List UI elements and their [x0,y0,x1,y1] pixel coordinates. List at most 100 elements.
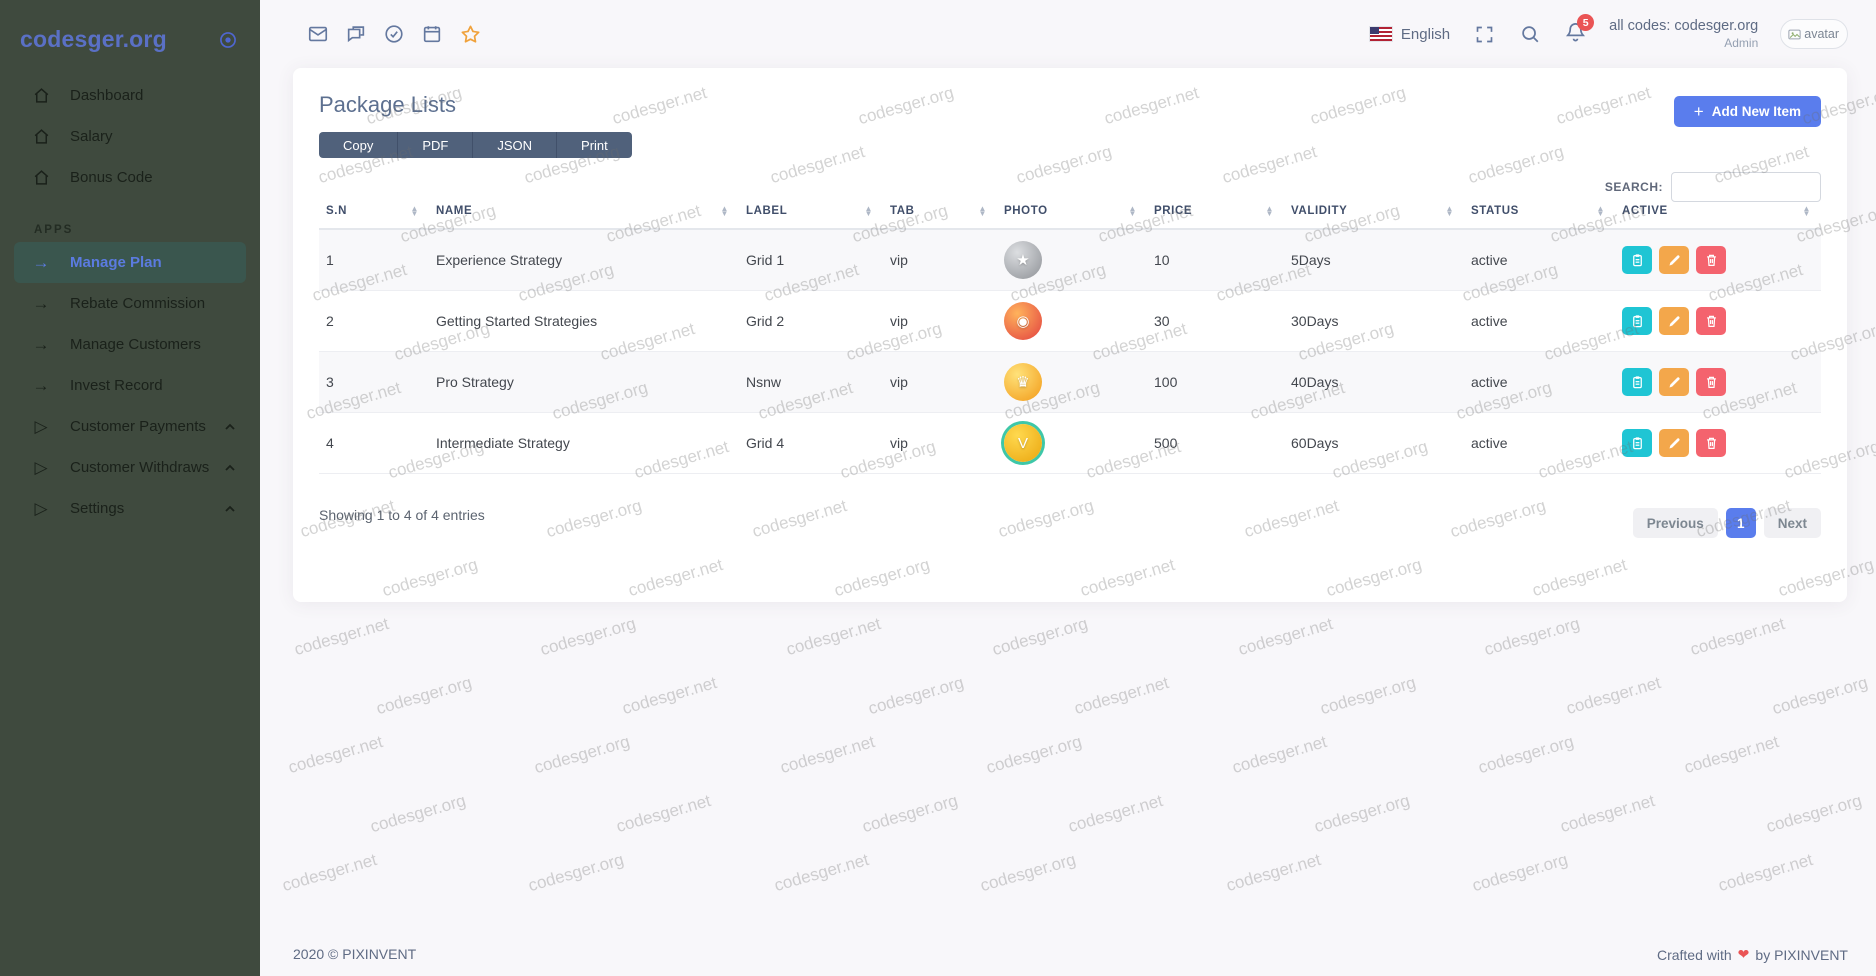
sidebar-item-invest-record[interactable]: → Invest Record [14,365,246,406]
edit-action-button[interactable] [1659,246,1689,274]
sort-carets-icon: ▲ ▼ [720,204,729,218]
broken-image-icon [1788,29,1801,39]
add-new-item-button[interactable]: + Add New Item [1673,96,1821,127]
trash-icon [1704,374,1719,390]
arrow-right-icon: → [32,375,50,395]
edit-action-button[interactable] [1659,368,1689,396]
page-number-button[interactable]: 1 [1725,508,1756,538]
user-menu[interactable]: all codes: codesger.org Admin [1609,17,1758,50]
column-header-validity[interactable]: VALIDITY ▲ ▼ [1291,204,1454,218]
cell-sn: 3 [326,374,334,390]
column-header-status[interactable]: STATUS ▲ ▼ [1471,204,1605,218]
footer-copyright: 2020 © PIXINVENT [293,946,417,962]
search-label: SEARCH: [1604,180,1663,194]
clipboard-icon [1630,435,1645,451]
sidebar-item-settings[interactable]: ▷ Settings [14,488,246,529]
watermark-text: codesger.org [1764,790,1864,837]
arrow-right-icon: → [32,252,50,272]
gold-shield-badge: V [1004,424,1042,462]
watermark-text: codesger.net [1716,849,1815,896]
sidebar-item-customer-payments[interactable]: ▷ Customer Payments [14,406,246,447]
sidebar-item-salary[interactable]: Salary [14,116,246,157]
watermark-text: codesger.net [1072,672,1171,719]
watermark-text: codesger.net [286,731,385,778]
cell-photo: ◉ [997,302,1147,340]
view-action-button[interactable] [1622,307,1652,335]
view-action-button[interactable] [1622,368,1652,396]
column-header-photo[interactable]: PHOTO ▲ ▼ [1004,204,1137,218]
cell-photo: V [997,424,1147,462]
pencil-icon [1667,253,1682,268]
copy-export-button[interactable]: Copy [319,132,399,158]
edit-action-button[interactable] [1659,307,1689,335]
check-circle-icon[interactable] [382,22,406,46]
cell-sn: 4 [326,435,334,451]
sidebar-item-manage-plan[interactable]: → Manage Plan [14,242,246,283]
column-header-price[interactable]: PRICE ▲ ▼ [1154,204,1274,218]
table-search-input[interactable] [1671,172,1821,202]
previous-page-button[interactable]: Previous [1632,508,1718,538]
gold-crown-badge: ♛ [1004,363,1042,401]
brand-logo[interactable]: codesger.org [20,26,167,52]
sidebar-item-label: Dashboard [70,87,144,104]
sidebar-item-rebate-commission[interactable]: → Rebate Commission [14,283,246,324]
print-export-button[interactable]: Print [557,132,632,158]
sort-carets-icon: ▲ ▼ [410,204,419,218]
cell-price: 30 [1154,313,1170,329]
cell-status: active [1471,313,1508,329]
view-action-button[interactable] [1622,429,1652,457]
column-header-sn[interactable]: S.N ▲ ▼ [326,204,419,218]
delete-action-button[interactable] [1696,368,1726,396]
language-selector[interactable]: English [1369,26,1450,43]
sidebar-item-manage-customers[interactable]: → Manage Customers [14,324,246,365]
pencil-icon [1667,314,1682,329]
fullscreen-icon[interactable] [1472,22,1496,46]
watermark-text: codesger.net [772,849,871,896]
edit-action-button[interactable] [1659,429,1689,457]
watermark-text: codesger.org [374,672,474,719]
calendar-icon[interactable] [420,22,444,46]
cell-name: Experience Strategy [436,252,563,268]
table-row: 1 Experience Strategy Grid 1 vip ★ 10 5Days act… [319,230,1821,291]
delete-action-button[interactable] [1696,307,1726,335]
column-header-label[interactable]: LABEL ▲ ▼ [746,204,873,218]
delete-action-button[interactable] [1696,246,1726,274]
cell-price: 500 [1154,435,1178,451]
next-page-button[interactable]: Next [1763,508,1821,538]
notifications-button[interactable]: 5 [1564,14,1595,48]
avatar[interactable]: avatar [1780,19,1848,49]
sidebar-toggle-icon[interactable] [218,30,238,50]
mail-icon[interactable] [306,22,330,46]
plus-icon: + [1693,102,1704,121]
page-title: Package Lists [319,92,456,117]
notification-badge: 5 [1577,14,1595,31]
trash-icon [1704,252,1719,268]
pencil-icon [1667,436,1682,451]
arrow-right-icon: → [32,293,50,313]
column-header-name[interactable]: NAME ▲ ▼ [436,204,729,218]
export-button-group: Copy PDF JSON Print [319,132,632,158]
cell-validity: 30Days [1291,313,1339,329]
delete-action-button[interactable] [1696,429,1726,457]
user-title: all codes: codesger.org [1609,18,1759,35]
view-action-button[interactable] [1622,246,1652,274]
pdf-export-button[interactable]: PDF [398,132,474,158]
sidebar-item-dashboard[interactable]: Dashboard [14,75,246,116]
cell-tab: vip [890,313,908,329]
clipboard-icon [1630,374,1645,390]
search-icon[interactable] [1518,22,1542,46]
sidebar-item-customer-withdraws[interactable]: ▷ Customer Withdraws [14,447,246,488]
packages-table: S.N ▲ ▼ NAME ▲ ▼ LABEL ▲ ▼ TAB ▲ ▼ PHOTO ▲ ▼ PRICE ▲ ▼ VAL… [319,194,1821,474]
json-export-button[interactable]: JSON [473,132,558,158]
sidebar-item-label: Rebate Commission [70,295,206,312]
chat-icon[interactable] [344,22,368,46]
column-header-tab[interactable]: TAB ▲ ▼ [890,204,987,218]
column-header-active[interactable]: ACTIVE ▲ ▼ [1622,204,1811,218]
star-icon[interactable] [458,22,482,46]
watermark-text: codesger.org [860,790,960,837]
sidebar: codesger.org Dashboard Salary Bonus Code A… [0,0,260,976]
cell-sn: 1 [326,252,334,268]
clipboard-icon [1630,313,1645,329]
sidebar-item-bonus-code[interactable]: Bonus Code [14,157,246,198]
watermark-text: codesger.org [984,731,1084,778]
